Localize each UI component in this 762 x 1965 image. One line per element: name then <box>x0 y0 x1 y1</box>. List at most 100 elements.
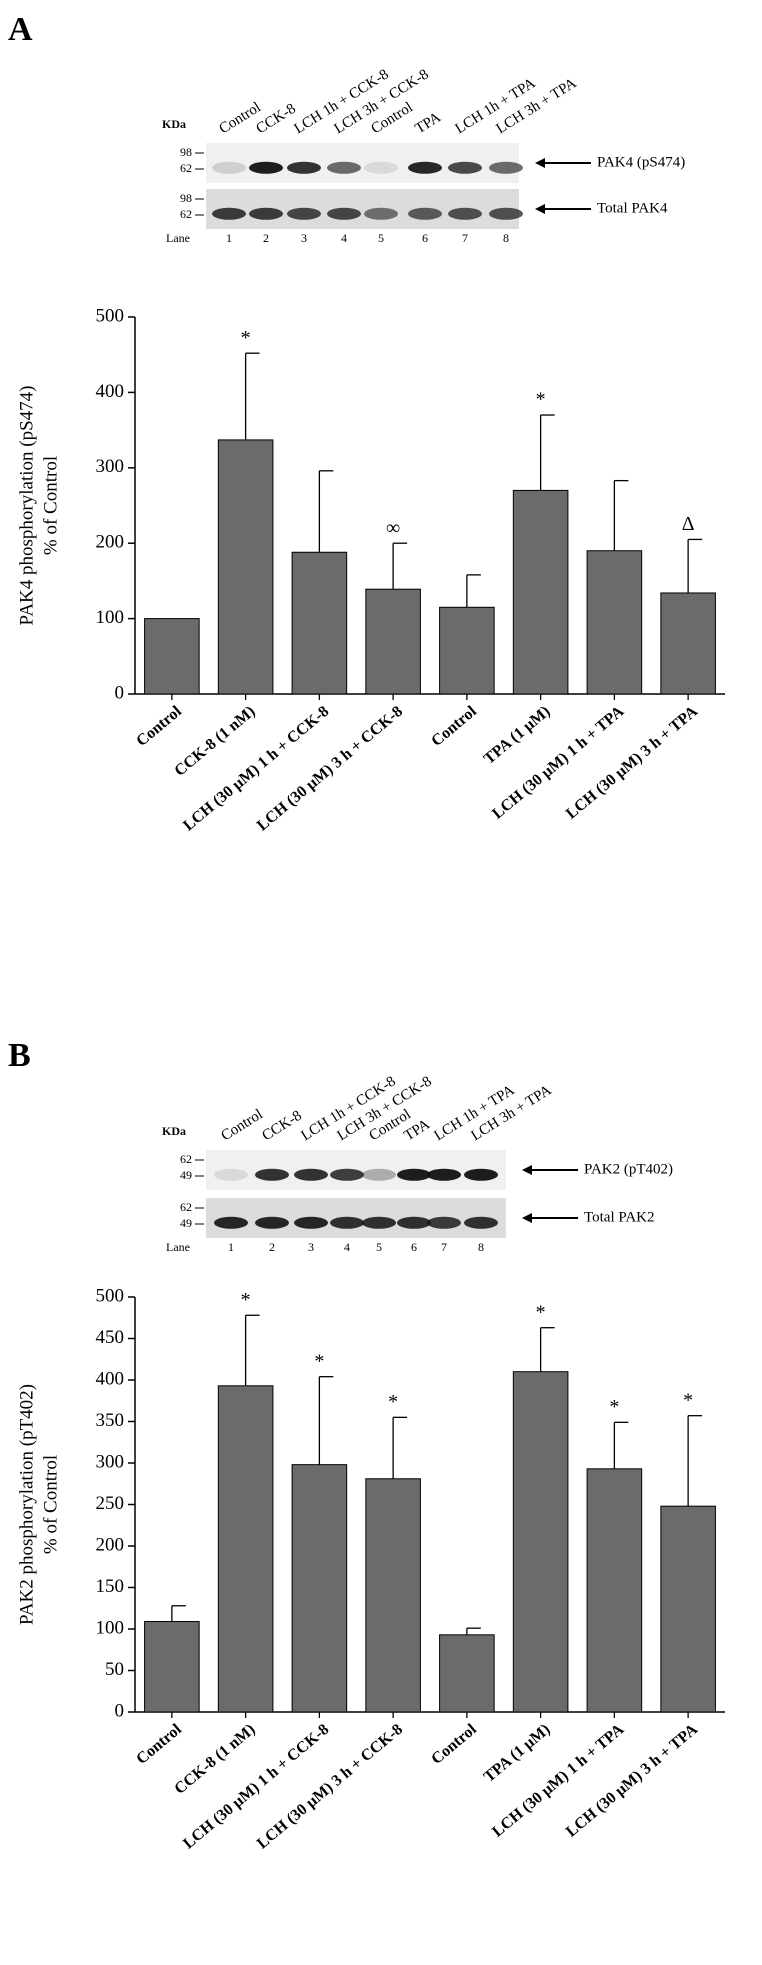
lane-number: 8 <box>478 1240 484 1254</box>
significance-marker: Δ <box>682 513 695 535</box>
lane-number: 1 <box>228 1240 234 1254</box>
x-tick-label: LCH (30 μM) 1 h + TPA <box>489 703 627 823</box>
blot-band <box>214 1168 248 1181</box>
y-tick-label: 500 <box>96 305 125 326</box>
x-tick-label: TPA (1 μM) <box>481 703 554 768</box>
blot-band <box>427 1216 461 1229</box>
kda-label: KDa <box>162 117 186 131</box>
blot-band <box>408 161 442 174</box>
bar <box>586 1468 643 1713</box>
y-tick-label: 250 <box>96 1493 125 1514</box>
x-tick-label: Control <box>428 703 480 750</box>
blot-band <box>255 1216 289 1229</box>
kda-label: KDa <box>162 1124 186 1138</box>
bar <box>144 1621 200 1713</box>
blot-band <box>464 1168 498 1181</box>
blot-band <box>330 1216 364 1229</box>
bar <box>217 439 274 695</box>
blot-band <box>249 207 283 220</box>
lane-label: CCK-8 <box>253 101 298 138</box>
lane-number: 2 <box>263 231 269 245</box>
significance-marker: * <box>609 1396 619 1418</box>
row-label: PAK2 (pT402) <box>584 1161 673 1177</box>
blot-band <box>397 1216 431 1229</box>
y-tick-label: 400 <box>96 381 125 402</box>
lane-number: 7 <box>441 1240 447 1254</box>
blot-band <box>294 1216 328 1229</box>
lane-number: 6 <box>422 231 428 245</box>
blot-band <box>214 1216 248 1229</box>
lane-number: 3 <box>308 1240 314 1254</box>
lane-number: 4 <box>341 231 347 245</box>
lane-label: Control <box>216 99 263 137</box>
significance-marker: * <box>388 1391 398 1413</box>
blot-band <box>362 1216 396 1229</box>
y-tick-label: 0 <box>115 682 125 703</box>
kda-marker: 62 <box>180 207 192 221</box>
blot-band <box>364 207 398 220</box>
bar <box>660 1505 716 1713</box>
y-tick-label: 0 <box>115 1700 125 1721</box>
bar <box>217 1385 274 1713</box>
y-tick-label: 200 <box>96 532 125 553</box>
kda-marker: 62 <box>180 161 192 175</box>
bar <box>586 550 643 695</box>
lane-label: CCK-8 <box>259 1108 304 1145</box>
blot-band <box>330 1168 364 1181</box>
row-label: Total PAK2 <box>584 1209 655 1225</box>
y-tick-label: 150 <box>96 1576 125 1597</box>
blot-band <box>464 1216 498 1229</box>
lane-number: 1 <box>226 231 232 245</box>
x-tick-label: LCH (30 μM) 3 h + CCK-8 <box>254 703 406 835</box>
bar <box>512 489 569 695</box>
y-axis-label: PAK4 phosphorylation (pS474) <box>16 386 37 626</box>
kda-marker: 98 <box>180 145 192 159</box>
lane-number: 5 <box>376 1240 382 1254</box>
y-tick-label: 200 <box>96 1534 125 1555</box>
y-tick-label: 400 <box>96 1368 125 1389</box>
lane-number: 6 <box>411 1240 417 1254</box>
x-tick-label: LCH (30 μM) 1 h + CCK-8 <box>180 1721 332 1853</box>
y-tick-label: 300 <box>96 1451 125 1472</box>
x-tick-label: Control <box>133 703 185 750</box>
y-tick-label: 50 <box>105 1659 124 1680</box>
y-tick-label: 500 <box>96 1285 125 1306</box>
x-tick-label: LCH (30 μM) 3 h + TPA <box>563 703 701 823</box>
significance-marker: ∞ <box>386 517 400 539</box>
lane-number: 5 <box>378 231 384 245</box>
y-tick-label: 100 <box>96 607 125 628</box>
blot-band <box>364 161 398 174</box>
blot-band <box>427 1168 461 1181</box>
lane-number: 7 <box>462 231 468 245</box>
blot-band <box>327 161 361 174</box>
x-tick-label: Control <box>133 1721 185 1768</box>
bar <box>291 1464 348 1713</box>
blot-band <box>287 161 321 174</box>
y-axis-label: PAK2 phosphorylation (pT402) <box>16 1384 37 1625</box>
row-label: Total PAK4 <box>597 200 668 216</box>
lane-title: Lane <box>166 1240 190 1254</box>
x-tick-label: LCH (30 μM) 3 h + TPA <box>563 1721 701 1841</box>
blot-band <box>448 161 482 174</box>
kda-marker: 49 <box>180 1216 192 1230</box>
x-tick-label: LCH (30 μM) 1 h + TPA <box>489 1721 627 1841</box>
kda-marker: 62 <box>180 1152 192 1166</box>
blot-band <box>362 1168 396 1181</box>
blot-band <box>255 1168 289 1181</box>
panel-label: B <box>8 1037 31 1074</box>
significance-marker: * <box>536 389 546 411</box>
blot-band <box>408 207 442 220</box>
bar <box>365 1478 421 1713</box>
x-tick-label: LCH (30 μM) 1 h + CCK-8 <box>180 703 332 835</box>
bar <box>144 618 200 695</box>
significance-marker: * <box>241 1289 251 1311</box>
kda-marker: 98 <box>180 191 192 205</box>
arrow-head <box>522 1165 532 1175</box>
blot-band <box>249 161 283 174</box>
bar <box>291 551 348 695</box>
panel-label: A <box>8 11 33 48</box>
bar <box>660 592 716 695</box>
kda-marker: 62 <box>180 1200 192 1214</box>
y-tick-label: 100 <box>96 1617 125 1638</box>
